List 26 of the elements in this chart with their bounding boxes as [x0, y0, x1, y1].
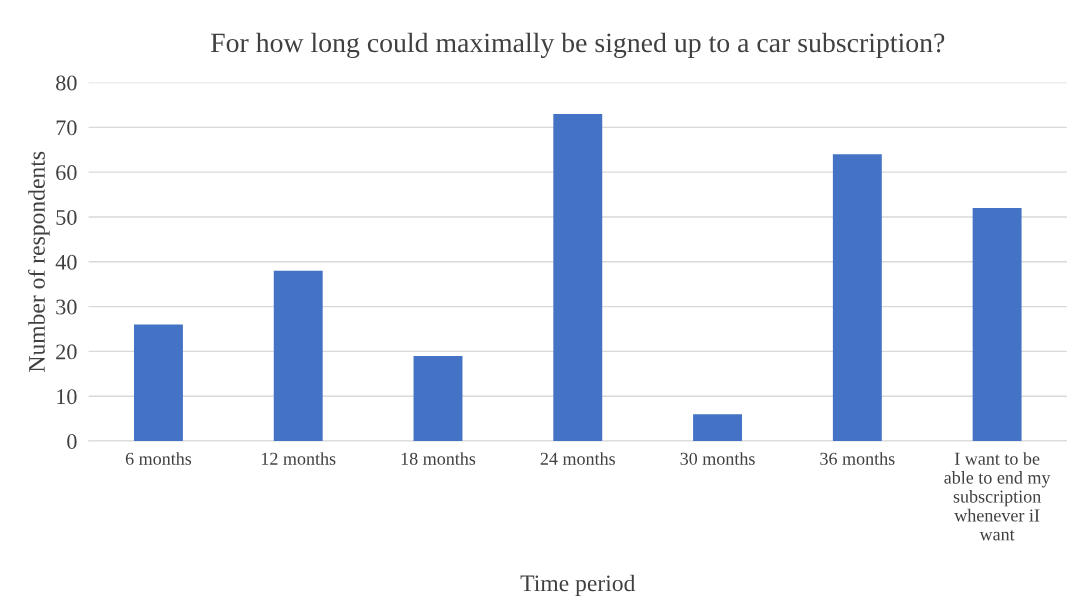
bar [133, 324, 183, 442]
y-tick-label: 30 [56, 299, 77, 315]
y-tick-label: 20 [56, 344, 77, 360]
bar [413, 355, 463, 442]
x-tick-label: 12 months [261, 452, 336, 465]
x-tick-label: I want to be able to end my subscription whenever iI want [944, 452, 1051, 541]
x-tick-label: 36 months [820, 452, 895, 465]
x-axis-title: Time period [520, 574, 636, 597]
bar [693, 414, 743, 442]
y-tick-label: 0 [67, 433, 77, 449]
chart-title: For how long could maximally be signed up to a car subscription? [210, 32, 945, 58]
x-tick-label: 30 months [680, 452, 755, 465]
bar [273, 270, 323, 442]
y-tick-label: 40 [55, 254, 77, 270]
y-tick-label: 70 [56, 120, 77, 136]
bar [832, 154, 882, 442]
x-tick-label: 6 months [125, 452, 192, 465]
y-tick-label: 10 [57, 389, 77, 405]
bar [972, 208, 1022, 442]
y-tick-label: 60 [56, 165, 77, 181]
y-tick-label: 50 [56, 209, 77, 225]
y-tick-label: 80 [56, 75, 77, 91]
y-axis-title: Number of respondents [28, 151, 50, 372]
x-tick-label: 18 months [401, 452, 476, 465]
x-tick-label: 24 months [540, 452, 615, 465]
bar [553, 113, 603, 442]
